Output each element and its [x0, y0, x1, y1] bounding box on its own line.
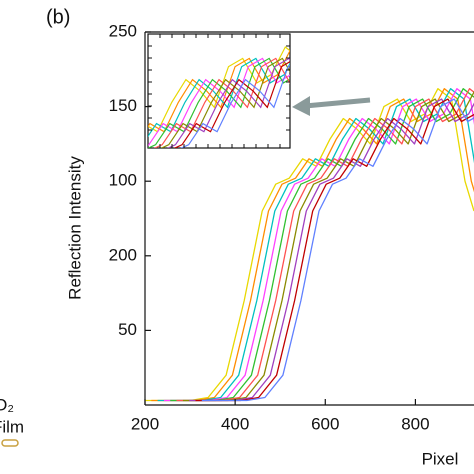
x-tick-label: 800	[401, 414, 429, 433]
y-tick-label: 150	[109, 96, 137, 115]
series-line	[182, 90, 474, 402]
inset-line	[148, 57, 290, 146]
inset-line	[160, 57, 290, 148]
inset-line	[148, 57, 290, 148]
inset-ticks	[148, 34, 290, 148]
series-line	[189, 98, 474, 402]
x-tick-label: 200	[131, 414, 159, 433]
inset-line	[166, 57, 290, 148]
side-text: Film	[0, 417, 24, 436]
y-tick-label: 200	[109, 245, 137, 264]
inset-line	[180, 64, 290, 148]
panel-label: (b)	[46, 6, 70, 28]
series-line	[170, 88, 474, 402]
x-tick-label: 400	[221, 414, 249, 433]
arrow	[292, 96, 371, 116]
y-tick-label: 250	[109, 21, 137, 40]
plot-area	[145, 88, 474, 402]
side-text: O₂	[0, 395, 14, 414]
series-line	[201, 98, 474, 402]
series-line	[176, 88, 474, 402]
y-tick-label: 100	[109, 171, 137, 190]
series-line	[195, 98, 474, 402]
film-icon	[1, 439, 19, 447]
inset-line	[173, 60, 290, 148]
y-tick-label: 50	[118, 320, 137, 339]
inset-line	[153, 57, 290, 148]
y-axis-label: Reflection Intensity	[65, 156, 84, 300]
x-tick-label: 600	[311, 414, 339, 433]
inset-area	[148, 46, 290, 148]
inset-line	[148, 57, 290, 138]
x-axis-label: Pixel	[422, 449, 459, 468]
